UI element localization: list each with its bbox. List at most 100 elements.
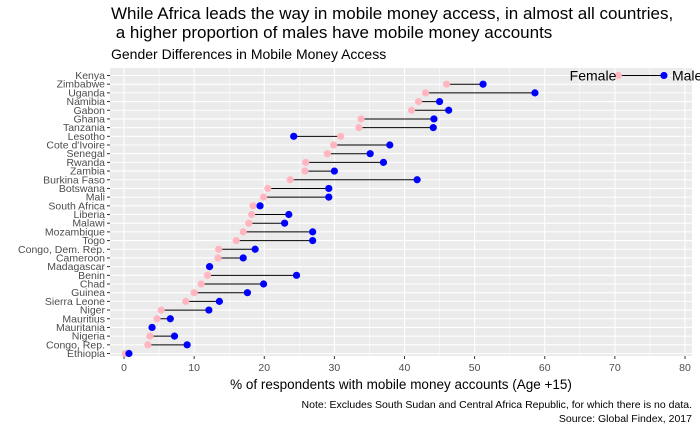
- female-point: [442, 80, 451, 88]
- y-tick-label: Congo, Dem. Rep.: [18, 244, 105, 256]
- y-tick-label: Kenya: [75, 70, 105, 82]
- male-point: [435, 97, 444, 106]
- y-tick-label: Uganda: [68, 87, 105, 99]
- y-tick-label: Niger: [80, 305, 106, 317]
- female-point: [259, 193, 268, 201]
- female-point: [153, 315, 161, 323]
- y-tick-label: Tanzania: [63, 122, 105, 134]
- x-tick-label: 70: [609, 362, 621, 374]
- female-point: [357, 115, 365, 123]
- y-tick-label: Congo, Rep.: [46, 339, 105, 351]
- female-point: [232, 236, 240, 245]
- female-point: [414, 97, 423, 106]
- male-point: [239, 254, 247, 262]
- y-tick-label: Ethiopia: [67, 348, 105, 360]
- male-point: [386, 141, 394, 149]
- legend-female-label: Female: [570, 68, 617, 84]
- male-point: [379, 158, 388, 166]
- male-point: [430, 115, 438, 123]
- y-tick-label: Botswana: [59, 183, 105, 195]
- y-tick-label: Madagascar: [47, 261, 105, 273]
- y-tick-label: Lesotho: [68, 131, 106, 143]
- y-tick-label: Namibia: [66, 96, 105, 108]
- y-tick-label: Nigeria: [72, 331, 105, 343]
- female-point: [337, 132, 345, 140]
- legend-male-label: Male: [672, 68, 700, 84]
- female-point: [144, 341, 152, 349]
- male-point: [183, 341, 191, 349]
- y-tick-label: Zambia: [70, 166, 105, 178]
- x-tick-label: 50: [469, 362, 481, 374]
- x-tick-label: 20: [258, 362, 270, 374]
- male-point: [290, 132, 298, 140]
- male-point: [256, 202, 264, 210]
- female-point: [203, 271, 212, 279]
- female-point: [157, 306, 165, 314]
- male-point: [285, 210, 293, 219]
- y-tick-label: Mozambique: [45, 226, 105, 238]
- male-point: [445, 106, 453, 114]
- female-point: [248, 210, 256, 219]
- x-tick-label: 40: [399, 362, 411, 374]
- male-point: [243, 289, 252, 297]
- y-tick-label: Zimbabwe: [57, 79, 106, 91]
- y-tick-label: Cameroon: [56, 252, 105, 264]
- male-point: [309, 228, 317, 236]
- male-point: [281, 219, 289, 227]
- female-point: [301, 167, 309, 175]
- female-point: [214, 254, 222, 262]
- male-point: [413, 176, 421, 184]
- y-tick-label: Sierra Leone: [45, 296, 105, 308]
- footnote-note: Note: Excludes South Sudan and Central A…: [301, 399, 692, 411]
- male-point: [251, 245, 259, 253]
- x-tick-label: 10: [188, 362, 200, 374]
- male-point: [259, 280, 268, 288]
- footnote: Note: Excludes South Sudan and Central A…: [302, 398, 692, 426]
- y-tick-label: Malawi: [72, 218, 105, 230]
- y-tick-label: Gabon: [73, 105, 105, 117]
- x-axis-label: % of respondents with mobile money accou…: [230, 377, 572, 392]
- plot-panel: [110, 68, 692, 356]
- y-tick-label: Burkina Faso: [43, 174, 105, 186]
- female-point: [190, 289, 198, 297]
- female-point: [302, 158, 310, 166]
- x-tick-label: 80: [679, 362, 691, 374]
- y-tick-label: Mauritius: [62, 313, 105, 325]
- y-tick-label: Senegal: [66, 148, 105, 160]
- y-tick-label: Chad: [80, 279, 105, 291]
- male-point: [660, 71, 668, 80]
- male-point: [166, 315, 174, 323]
- female-point: [245, 219, 253, 227]
- male-point: [170, 332, 179, 340]
- female-point: [614, 71, 622, 80]
- y-tick-label: Liberia: [73, 209, 105, 221]
- female-point: [249, 202, 257, 210]
- female-point: [421, 89, 430, 97]
- female-point: [330, 141, 338, 149]
- male-point: [531, 89, 539, 97]
- male-point: [309, 236, 317, 245]
- y-tick-label: Togo: [82, 235, 105, 247]
- female-point: [215, 245, 223, 253]
- female-point: [264, 184, 272, 193]
- female-point: [182, 297, 190, 305]
- y-tick-label: Cote d'Ivoire: [46, 140, 105, 152]
- male-point: [429, 124, 437, 132]
- chart-title: While Africa leads the way in mobile mon…: [111, 4, 674, 42]
- male-point: [366, 150, 374, 158]
- y-tick-label: Benin: [78, 270, 105, 282]
- x-tick-label: 0: [121, 362, 127, 374]
- female-point: [355, 124, 363, 132]
- male-point: [125, 349, 133, 358]
- male-point: [325, 193, 333, 201]
- y-tick-label: Mauritania: [56, 322, 105, 334]
- male-point: [292, 271, 301, 279]
- female-point: [197, 280, 205, 288]
- male-point: [215, 297, 223, 305]
- female-point: [407, 106, 416, 114]
- male-point: [325, 184, 333, 193]
- male-point: [205, 306, 213, 314]
- y-tick-label: Mali: [86, 192, 105, 204]
- female-point: [286, 176, 294, 184]
